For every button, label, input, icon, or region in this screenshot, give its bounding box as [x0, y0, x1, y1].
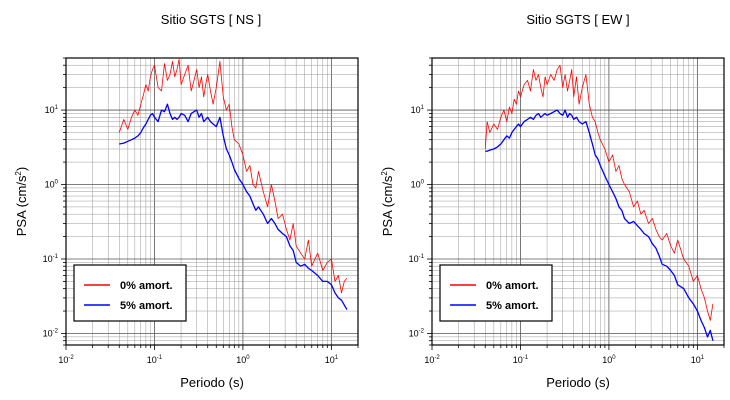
series-line-blue: [485, 109, 714, 341]
y-tick-label: 100: [411, 180, 425, 190]
legend-label: 5% amort.: [120, 300, 173, 312]
y-tick-label: 101: [45, 105, 59, 115]
series-line-blue: [119, 103, 348, 310]
y-tick-label: 100: [45, 180, 59, 190]
x-axis-label: Periodo (s): [546, 375, 610, 390]
y-tick-label: 101: [411, 105, 425, 115]
legend-label: 5% amort.: [486, 300, 539, 312]
chart-panel-0: Sitio SGTS [ NS ] 10-2 10-1 100 101 10-2 10-1 1…: [14, 12, 359, 390]
grid: [65, 57, 359, 346]
plot-frame: [65, 57, 359, 346]
x-tick-label: 101: [325, 355, 339, 365]
y-tick-label: 10-1: [43, 254, 59, 264]
series-line-red: [484, 64, 714, 321]
legend-box: [73, 264, 187, 322]
x-tick-label: 10-1: [147, 355, 163, 365]
y-tick-label: 10-2: [43, 328, 59, 338]
y-axis-label: PSA (cm/s2): [14, 167, 29, 236]
legend: 0% amort. 5% amort.: [73, 264, 187, 322]
legend-label: 0% amort.: [120, 280, 173, 292]
y-tick-label: 10-1: [409, 254, 425, 264]
y-axis-label: PSA (cm/s2): [380, 167, 395, 236]
chart-panel-1: Sitio SGTS [ EW ] 10-2 10-1 100 101 10-2 10-1 1…: [380, 12, 725, 390]
x-tick-label: 100: [602, 355, 616, 365]
x-tick-label: 10-1: [513, 355, 529, 365]
chart-title: Sitio SGTS [ NS ]: [161, 12, 261, 27]
x-tick-label: 10-2: [58, 355, 74, 365]
chart-title: Sitio SGTS [ EW ]: [526, 12, 629, 27]
plot-frame: [431, 57, 725, 346]
x-tick-label: 10-2: [424, 355, 440, 365]
x-tick-label: 100: [236, 355, 250, 365]
legend-label: 0% amort.: [486, 280, 539, 292]
x-axis-label: Periodo (s): [180, 375, 244, 390]
y-tick-label: 10-2: [409, 328, 425, 338]
legend-box: [439, 264, 553, 322]
series-line-red: [118, 58, 348, 294]
x-tick-label: 101: [691, 355, 705, 365]
legend: 0% amort. 5% amort.: [439, 264, 553, 322]
